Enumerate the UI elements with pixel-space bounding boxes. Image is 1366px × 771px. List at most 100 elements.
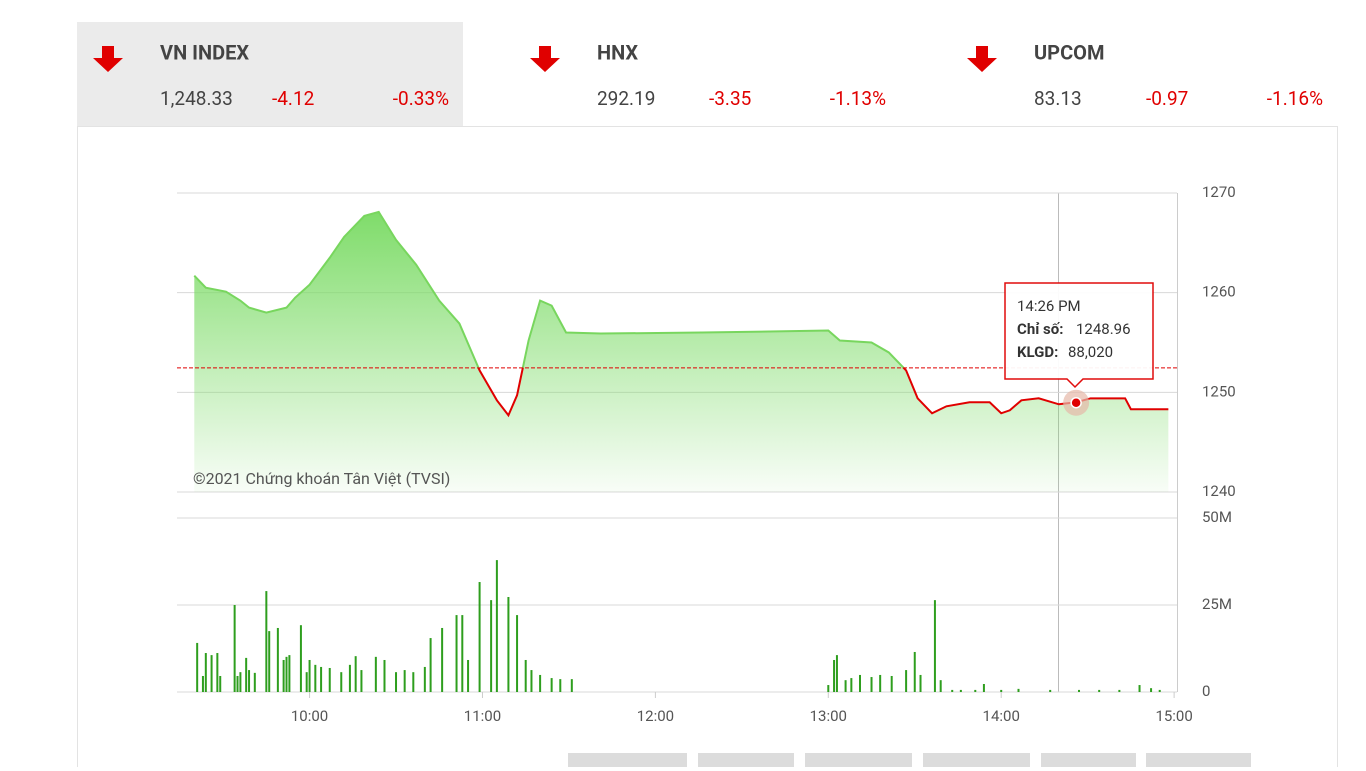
volume-bar — [403, 670, 406, 692]
volume-bar — [248, 670, 251, 692]
index-change: -0.97 — [1146, 87, 1188, 110]
volume-bar — [348, 664, 351, 692]
volume-bar — [539, 674, 542, 692]
index-change: -3.35 — [709, 87, 751, 110]
volume-bar — [844, 680, 847, 692]
volume-bar — [265, 591, 268, 692]
volume-bar — [951, 689, 954, 692]
volume-bar — [305, 672, 308, 692]
volume-bar — [1098, 689, 1101, 692]
volume-bar — [550, 678, 553, 692]
volume-bar — [919, 674, 922, 692]
volume-bar — [412, 672, 415, 692]
volume-bar — [328, 667, 331, 692]
volume-bar — [1150, 688, 1153, 692]
down-arrow — [93, 46, 123, 72]
volume-bar — [461, 615, 464, 692]
chart-panel — [77, 126, 1338, 771]
volume-bar — [245, 657, 248, 692]
volume-bar — [285, 656, 288, 692]
volume-bar — [1158, 689, 1161, 692]
volume-bar — [495, 560, 498, 692]
y-tick-label: 1270 — [1202, 183, 1236, 201]
volume-bar — [423, 666, 426, 692]
tooltip-point — [1070, 396, 1082, 409]
volume-bar — [236, 675, 239, 692]
index-change-pct: -0.33% — [393, 87, 449, 110]
volume-bar — [933, 600, 936, 692]
index-value: 83.13 — [1034, 87, 1082, 110]
volume-bar — [253, 672, 256, 692]
volume-bar — [507, 596, 510, 692]
volume-bar — [383, 659, 386, 692]
y-tick-label: 25M — [1202, 595, 1232, 613]
volume-bar — [360, 670, 363, 692]
volume-bar — [204, 653, 207, 692]
x-tick-label: 14:00 — [983, 707, 1020, 725]
volume-bar — [939, 680, 942, 692]
volume-bar — [282, 659, 285, 692]
volume-bar — [354, 656, 357, 692]
tooltip-time: 14:26 PM — [1017, 297, 1081, 315]
x-tick-label: 12:00 — [637, 707, 674, 725]
volume-bar — [870, 677, 873, 692]
x-tick-label: 11:00 — [464, 707, 501, 725]
y-tick-label: 50M — [1202, 508, 1232, 526]
volume-bar — [850, 678, 853, 692]
volume-bar — [490, 600, 493, 692]
volume-bar — [219, 675, 222, 692]
volume-bar — [288, 655, 291, 692]
volume-bar — [299, 625, 302, 692]
volume-bar — [982, 683, 985, 692]
index-name: UPCOM — [1034, 40, 1104, 64]
volume-bar — [1138, 685, 1141, 692]
tooltip-index-value: 1248.96 — [1076, 320, 1131, 338]
line-down — [477, 367, 1169, 418]
volume-bar — [879, 674, 882, 692]
volume-bar — [467, 659, 470, 692]
volume-bar — [478, 582, 481, 692]
index-change: -4.12 — [272, 87, 314, 110]
volume-bar — [320, 666, 323, 692]
volume-bar — [835, 655, 838, 692]
volume-bar — [216, 653, 219, 692]
index-change-pct: -1.16% — [1267, 87, 1323, 110]
tooltip-volume-value: 88,020 — [1068, 343, 1113, 361]
volume-bar — [833, 659, 836, 692]
volume-bar — [239, 672, 242, 692]
y-tick-label: 1260 — [1202, 283, 1236, 301]
volume-bar — [441, 627, 444, 692]
volume-bar — [268, 631, 271, 692]
volume-bar — [890, 675, 893, 692]
tooltip-volume-label: KLGD: — [1017, 343, 1058, 361]
volume-bar — [1049, 689, 1052, 692]
y-tick-label: 1240 — [1202, 482, 1236, 500]
tooltip-box — [1004, 282, 1154, 389]
volume-bar — [429, 638, 432, 692]
x-tick-label: 13:00 — [810, 707, 847, 725]
buttons — [568, 753, 1251, 771]
volume-bar — [913, 651, 916, 692]
active-card[interactable] — [77, 22, 463, 126]
volume-bar — [559, 679, 562, 692]
x-tick-label: 10:00 — [291, 707, 328, 725]
volume-bar — [276, 627, 279, 692]
volume-bar — [827, 685, 830, 692]
volume-bar — [395, 672, 398, 692]
volume-bar — [196, 642, 199, 692]
volume-bar — [570, 679, 573, 692]
volume-bar — [974, 689, 977, 692]
line-up — [193, 210, 906, 368]
volume-bar — [1000, 689, 1003, 692]
down-arrow — [967, 46, 997, 72]
volume-bar — [314, 664, 317, 692]
volume-bar — [210, 655, 213, 692]
volume-bar — [233, 605, 236, 692]
volume-bar — [201, 675, 204, 692]
volume-bar — [374, 656, 377, 692]
index-name: VN INDEX — [160, 40, 249, 64]
volume-bar — [308, 659, 311, 692]
index-name: HNX — [597, 40, 638, 64]
y-tick-label: 0 — [1202, 682, 1210, 700]
